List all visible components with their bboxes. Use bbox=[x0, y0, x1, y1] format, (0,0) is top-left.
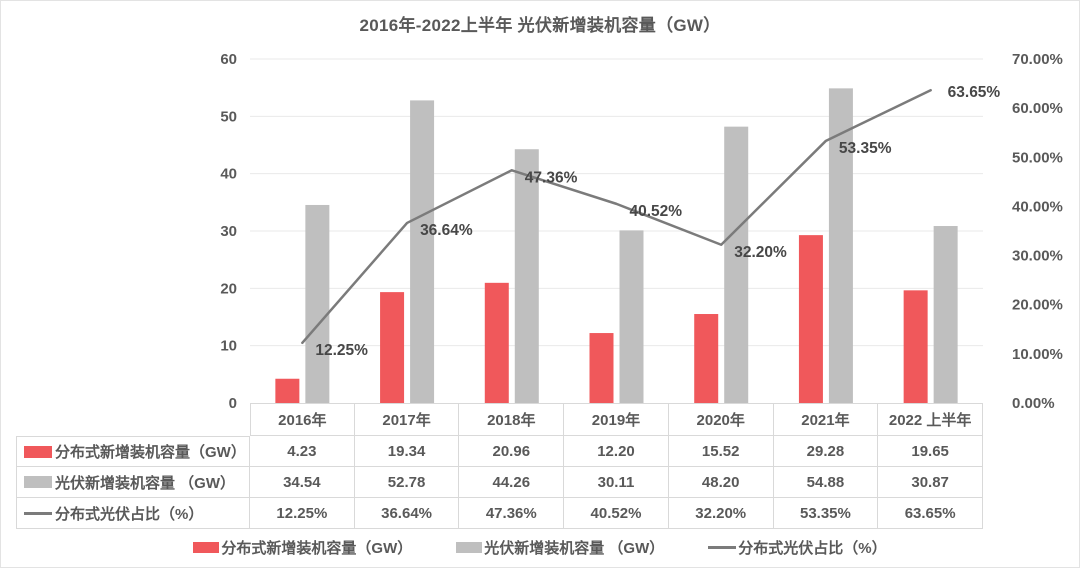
table-value-cell: 32.20% bbox=[668, 498, 774, 529]
table-row-label: 光伏新增装机容量 （GW） bbox=[16, 467, 250, 498]
table-value-cell: 52.78 bbox=[354, 467, 460, 498]
table-value-cell: 12.20 bbox=[564, 436, 669, 467]
table-row-label-text: 光伏新增装机容量 （GW） bbox=[55, 474, 235, 492]
table-value-cell: 36.64% bbox=[354, 498, 460, 529]
table-value-cell: 19.34 bbox=[354, 436, 460, 467]
bar-distributed bbox=[275, 378, 300, 403]
table-header-year: 2020年 bbox=[668, 403, 774, 436]
table-value-cell: 47.36% bbox=[459, 498, 565, 529]
table-value-cell: 40.52% bbox=[564, 498, 669, 529]
left-axis-tick: 50 bbox=[220, 108, 237, 125]
legend-item-label: 分布式光伏占比（%） bbox=[738, 540, 887, 557]
bar-total bbox=[933, 226, 958, 403]
share-line bbox=[301, 88, 932, 345]
bar-total bbox=[514, 149, 539, 403]
line-key-icon bbox=[24, 511, 52, 515]
left-axis-tick: 60 bbox=[220, 51, 237, 68]
table-value-cell: 30.11 bbox=[564, 467, 669, 498]
bar-key-icon bbox=[456, 542, 483, 553]
right-axis-tick: 20.00% bbox=[1012, 297, 1063, 314]
table-value-cell: 53.35% bbox=[773, 498, 879, 529]
bar-total bbox=[410, 100, 435, 404]
legend-item: 分布式光伏占比（%） bbox=[708, 537, 887, 558]
legend-item: 分布式新增装机容量（GW） bbox=[193, 537, 412, 558]
right-axis-tick: 50.00% bbox=[1012, 149, 1063, 166]
table-header-year: 2018年 bbox=[459, 403, 565, 436]
bar-key-icon bbox=[193, 542, 220, 553]
table-value-cell: 63.65% bbox=[878, 498, 983, 529]
left-axis-tick: 0 bbox=[229, 395, 237, 412]
line-data-label: 40.52% bbox=[630, 203, 683, 220]
table-row-label-text: 分布式光伏占比（%） bbox=[55, 505, 204, 523]
bar-total bbox=[828, 88, 853, 403]
bar-distributed bbox=[903, 290, 928, 403]
table-value-cell: 29.28 bbox=[773, 436, 879, 467]
left-axis-tick: 10 bbox=[220, 338, 237, 355]
table-row-label: 分布式新增装机容量（GW） bbox=[16, 436, 250, 467]
line-data-label: 12.25% bbox=[315, 342, 368, 359]
table-value-cell: 4.23 bbox=[250, 436, 355, 467]
chart-title: 2016年-2022上半年 光伏新增装机容量（GW） bbox=[359, 16, 721, 35]
table-value-cell: 34.54 bbox=[250, 467, 355, 498]
right-axis-tick: 60.00% bbox=[1012, 100, 1063, 117]
left-axis-tick: 40 bbox=[220, 166, 237, 183]
right-axis-tick: 0.00% bbox=[1012, 395, 1055, 412]
table-value-cell: 30.87 bbox=[878, 467, 983, 498]
bar-key-icon bbox=[24, 445, 52, 458]
bar-key-icon bbox=[24, 476, 52, 488]
bar-distributed bbox=[380, 292, 405, 403]
table-value-cell: 48.20 bbox=[668, 467, 774, 498]
legend-item-label: 光伏新增装机容量 （GW） bbox=[484, 540, 665, 557]
bar-total bbox=[305, 204, 330, 403]
bar-total bbox=[724, 126, 749, 404]
line-data-label: 53.35% bbox=[839, 140, 892, 157]
left-axis-tick: 30 bbox=[220, 223, 237, 240]
chart-legend: 分布式新增装机容量（GW） 光伏新增装机容量 （GW） 分布式光伏占比（%） bbox=[0, 537, 1080, 558]
table-value-cell: 12.25% bbox=[250, 498, 355, 529]
table-corner-cell bbox=[16, 403, 250, 436]
bar-distributed bbox=[798, 235, 823, 403]
table-header-year: 2021年 bbox=[773, 403, 879, 436]
table-value-cell: 44.26 bbox=[459, 467, 565, 498]
legend-item-label: 分布式新增装机容量（GW） bbox=[221, 540, 413, 557]
legend-item: 光伏新增装机容量 （GW） bbox=[456, 537, 664, 558]
bar-distributed bbox=[589, 333, 614, 403]
table-row-label-text: 分布式新增装机容量（GW） bbox=[55, 444, 246, 461]
line-data-label: 36.64% bbox=[420, 222, 473, 239]
table-value-cell: 20.96 bbox=[459, 436, 565, 467]
bar-total bbox=[619, 230, 644, 403]
right-axis-tick: 30.00% bbox=[1012, 248, 1063, 265]
data-table: 2016年 2017年 2018年 2019年 2020年 2021年 2022 上半年分布… bbox=[16, 403, 983, 529]
table-value-cell: 15.52 bbox=[668, 436, 774, 467]
line-data-label: 63.65% bbox=[948, 84, 1001, 101]
table-header-year: 2016年 bbox=[250, 403, 355, 436]
left-axis-tick: 20 bbox=[220, 280, 237, 297]
table-value-cell: 54.88 bbox=[773, 467, 879, 498]
line-key-icon bbox=[708, 546, 737, 549]
right-axis-tick: 40.00% bbox=[1012, 198, 1063, 215]
table-header-year: 2022 上半年 bbox=[878, 403, 983, 436]
line-data-label: 47.36% bbox=[525, 169, 578, 186]
table-value-cell: 19.65 bbox=[878, 436, 983, 467]
table-header-year: 2017年 bbox=[354, 403, 460, 436]
table-header-year: 2019年 bbox=[564, 403, 669, 436]
line-data-label: 32.20% bbox=[734, 244, 787, 261]
bar-distributed bbox=[694, 314, 719, 403]
bar-distributed bbox=[484, 282, 509, 403]
table-row-label: 分布式光伏占比（%） bbox=[16, 498, 250, 529]
right-axis-tick: 10.00% bbox=[1012, 346, 1063, 363]
right-axis-tick: 70.00% bbox=[1012, 51, 1063, 68]
